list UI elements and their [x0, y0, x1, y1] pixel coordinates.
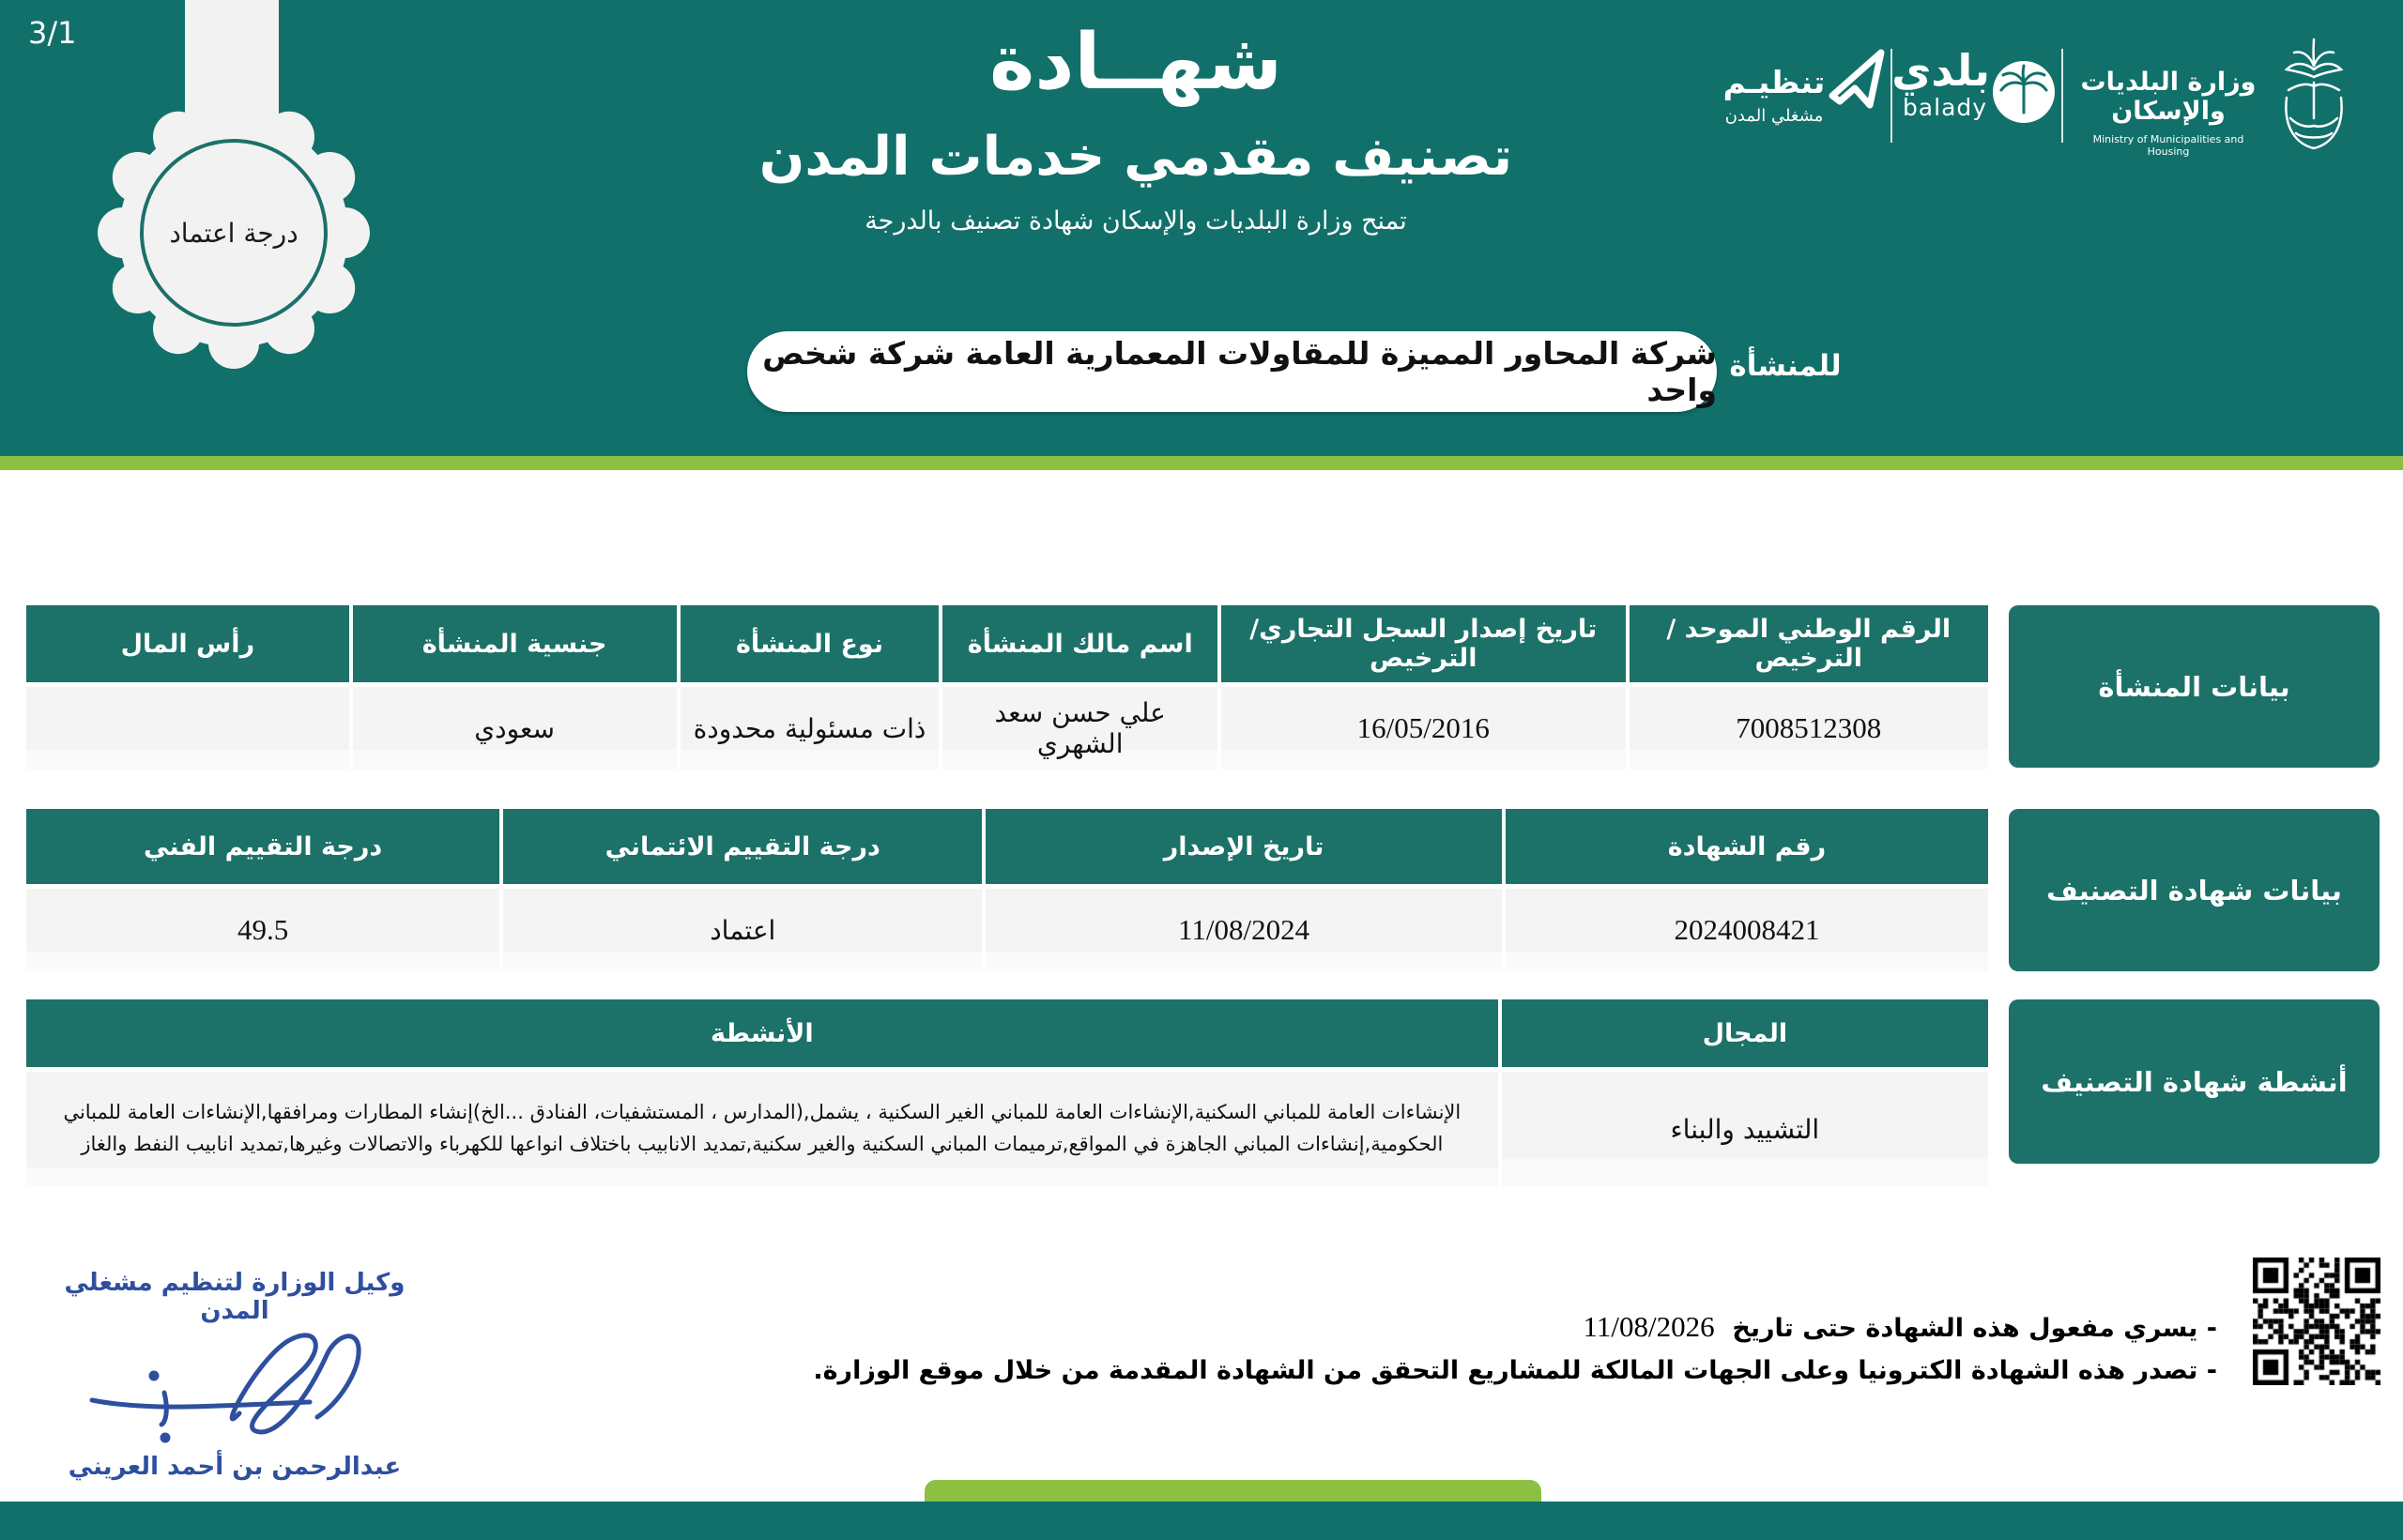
- tanzim-cursor-icon: [1829, 49, 1885, 109]
- certificate-title: شهــادة: [988, 18, 1283, 107]
- accreditation-seal-icon: [98, 97, 370, 369]
- column-header: درجة التقييم الائتماني: [503, 809, 983, 884]
- table-cell-nationality: سعودي: [352, 687, 677, 770]
- certificate-subtitle: تصنيف مقدمي خدمات المدن: [758, 126, 1513, 189]
- footer-band: [0, 1502, 2403, 1540]
- footer-accent-tab: [925, 1480, 1541, 1504]
- table-cell-unified-number: 7008512308: [1629, 687, 1988, 770]
- balady-arabic: بلدي: [1891, 45, 1990, 96]
- verification-qr-code: [2253, 1258, 2380, 1385]
- balady-palm-icon: [1993, 61, 2055, 123]
- establishment-header-row: الرقم الوطني الموحد /الترخيص تاريخ إصدار…: [26, 605, 1988, 682]
- column-header: اسم مالك المنشأة: [942, 605, 1217, 682]
- signature-block: وكيل الوزارة لتنظيم مشغلي المدن عبدالرحم…: [52, 1269, 418, 1481]
- certificate-table: رقم الشهادة تاريخ الإصدار درجة التقييم ا…: [26, 809, 1988, 971]
- column-header: الأنشطة: [26, 999, 1498, 1067]
- table-cell-field: التشييد والبناء: [1501, 1072, 1988, 1186]
- validity-date: 11/08/2026: [1583, 1310, 1715, 1343]
- section-label-activities: أنشطة شهادة التصنيف: [2009, 999, 2380, 1164]
- ministry-emblem-icon: [2284, 38, 2344, 150]
- ministry-arabic: وزارة البلديات والإسكان: [2080, 68, 2257, 126]
- table-cell-owner-name: علي حسن سعد الشهري: [942, 687, 1217, 770]
- header-accent-bar: [0, 456, 2403, 470]
- activities-table: المجال الأنشطة التشييد والبناء الإنشاءات…: [26, 999, 1988, 1186]
- section-label-establishment: بيانات المنشأة: [2009, 605, 2380, 768]
- establishment-table: الرقم الوطني الموحد /الترخيص تاريخ إصدار…: [26, 605, 1988, 770]
- ministry-logo-text: وزارة البلديات والإسكان Ministry of Muni…: [2074, 68, 2262, 158]
- entity-name-pill: شركة المحاور المميزة للمقاولات المعمارية…: [747, 331, 1717, 412]
- table-cell-credit-grade: اعتماد: [503, 889, 983, 971]
- title-block: شهــادة تصنيف مقدمي خدمات المدن تمنح وزا…: [657, 18, 1615, 236]
- balady-english: balady: [1902, 94, 1988, 121]
- tanzim-subtitle: مشغلي المدن: [1724, 106, 1824, 126]
- column-header: رقم الشهادة: [1505, 809, 1988, 884]
- electronic-note: - تصدر هذه الشهادة الكترونيا وعلى الجهات…: [813, 1356, 2217, 1386]
- signature-title: وكيل الوزارة لتنظيم مشغلي المدن: [64, 1269, 406, 1325]
- table-cell-certificate-number: 2024008421: [1505, 889, 1988, 971]
- table-cell-technical-score: 49.5: [26, 889, 500, 971]
- certificate-section: بيانات شهادة التصنيف رقم الشهادة تاريخ ا…: [26, 809, 2380, 971]
- seal-grade-label: درجة اعتماد: [169, 217, 298, 249]
- footer-notes: - يسري مفعول هذه الشهادة حتى تاريخ 11/08…: [809, 1303, 2217, 1393]
- column-header: درجة التقييم الفني: [26, 809, 500, 884]
- certificate-tagline: تمنح وزارة البلديات والإسكان شهادة تصنيف…: [865, 206, 1407, 236]
- column-header: جنسية المنشأة: [352, 605, 677, 682]
- balady-logo-text: بلدي balady: [1891, 45, 1990, 121]
- establishment-section: بيانات المنشأة الرقم الوطني الموحد /التر…: [26, 605, 2380, 770]
- column-header: تاريخ الإصدار: [986, 809, 1502, 884]
- column-header: تاريخ إصدار السجل التجاري/ الترخيص: [1221, 605, 1626, 682]
- column-header: نوع المنشأة: [680, 605, 940, 682]
- table-cell-issue-date: 11/08/2024: [986, 889, 1502, 971]
- activities-section: أنشطة شهادة التصنيف المجال الأنشطة التشي…: [26, 999, 2380, 1186]
- establishment-value-row: 7008512308 16/05/2016 علي حسن سعد الشهري…: [26, 687, 1988, 770]
- validity-note: - يسري مفعول هذه الشهادة حتى تاريخ 11/08…: [1583, 1310, 2218, 1343]
- column-header: رأس المال: [26, 605, 349, 682]
- table-cell-entity-type: ذات مسئولية محدودة: [680, 687, 940, 770]
- ministry-english: Ministry of Municipalities and Housing: [2092, 133, 2244, 158]
- tanzim-title: تنظيـم: [1722, 64, 1826, 100]
- certificate-value-row: 2024008421 11/08/2024 اعتماد 49.5: [26, 889, 1988, 971]
- table-cell-capital: [26, 687, 349, 770]
- column-header: الرقم الوطني الموحد /الترخيص: [1629, 605, 1988, 682]
- signature-name: عبدالرحمن بن أحمد العريني: [68, 1453, 402, 1481]
- activities-header-row: المجال الأنشطة: [26, 999, 1988, 1067]
- table-cell-activities: الإنشاءات العامة للمباني السكنية,الإنشاء…: [26, 1072, 1498, 1186]
- activities-value-row: التشييد والبناء الإنشاءات العامة للمباني…: [26, 1072, 1988, 1186]
- signature-icon: [89, 1333, 361, 1443]
- entity-field-label: للمنشأة: [1729, 349, 1842, 383]
- tanzim-logo-text: تنظيـم مشغلي المدن: [1722, 64, 1826, 126]
- section-label-certificate: بيانات شهادة التصنيف: [2009, 809, 2380, 971]
- certificate-header-row: رقم الشهادة تاريخ الإصدار درجة التقييم ا…: [26, 809, 1988, 884]
- logo-divider: [1890, 49, 1892, 143]
- logo-divider: [2061, 49, 2063, 143]
- page-number: 3/1: [28, 15, 77, 51]
- table-cell-license-date: 16/05/2016: [1221, 687, 1626, 770]
- column-header: المجال: [1501, 999, 1988, 1067]
